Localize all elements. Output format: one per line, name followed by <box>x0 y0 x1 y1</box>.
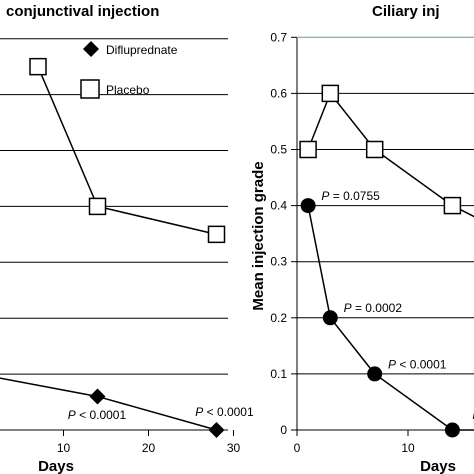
right-series-point <box>321 84 340 103</box>
right-series-point <box>443 196 462 215</box>
right-p-value-annotation: P <box>472 408 474 422</box>
left-x-axis-label: Days <box>38 458 74 474</box>
left-series-point <box>208 422 225 438</box>
right-y-tick-label: 0.2 <box>270 311 287 325</box>
right-series-point <box>300 198 316 214</box>
legend-label-difluprednate: Difluprednate <box>106 43 178 57</box>
right-series-point <box>365 140 384 159</box>
legend-square-icon <box>80 79 100 99</box>
right-y-tick-label: 0.5 <box>270 143 287 157</box>
right-p-value-annotation: P < 0.0001 <box>388 357 447 371</box>
right-series-point <box>367 366 383 382</box>
left-x-tick-label: 10 <box>57 441 71 455</box>
left-p-value-annotation: P < 0.0001 <box>68 408 127 422</box>
right-series-point <box>299 140 317 159</box>
left-series-point <box>29 57 47 76</box>
right-y-axis-label: Mean injection grade <box>250 161 267 310</box>
right-x-tick-label: 10 <box>401 441 415 455</box>
left-x-tick-label: 30 <box>227 441 241 455</box>
right-chart-title: Ciliary inj <box>372 3 440 20</box>
left-x-tick-label: 20 <box>142 441 156 455</box>
right-series-point <box>322 310 338 326</box>
right-p-value-annotation: P = 0.0755 <box>321 189 380 203</box>
legend-diamond-icon <box>83 41 99 57</box>
right-x-tick-label: 0 <box>294 441 301 455</box>
left-chart-title: conjunctival injection <box>6 3 159 20</box>
legend-label-placebo: Placebo <box>106 83 150 97</box>
right-y-tick-label: 0 <box>280 423 287 437</box>
left-series-point <box>89 388 106 405</box>
right-y-tick-label: 0.4 <box>270 199 287 213</box>
right-p-value-annotation: P = 0.0002 <box>344 301 403 315</box>
left-p-value-annotation: P < 0.0001 <box>195 405 254 419</box>
right-y-tick-label: 0.1 <box>270 367 287 381</box>
right-x-axis-label: Days <box>420 458 456 474</box>
right-y-tick-label: 0.6 <box>270 86 287 100</box>
left-series-point <box>207 225 226 244</box>
right-series-point <box>444 422 460 438</box>
right-y-tick-label: 0.3 <box>270 255 287 269</box>
left-series-point <box>88 197 107 216</box>
right-y-tick-label: 0.7 <box>270 30 287 44</box>
